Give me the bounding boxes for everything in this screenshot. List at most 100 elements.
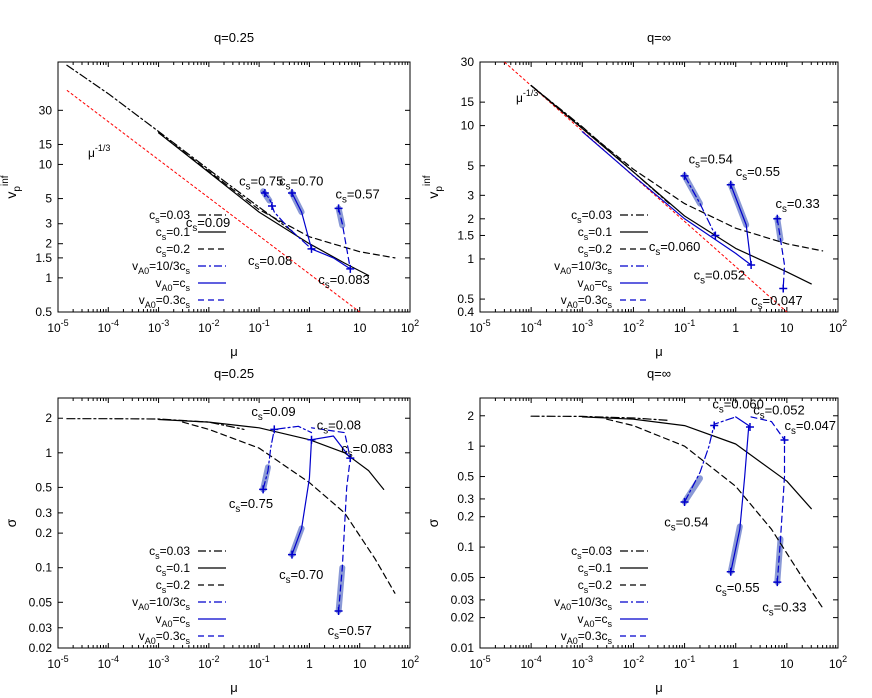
y-tick-label: 0.4: [457, 305, 474, 319]
chart-title: q=∞: [647, 366, 671, 381]
x-tick-label: 1: [732, 657, 739, 671]
x-tick-label: 10: [353, 657, 367, 671]
y-tick-label: 0.5: [35, 480, 52, 494]
x-axis-label: μ: [230, 344, 238, 359]
series-line: [182, 421, 396, 594]
y-tick-label: 15: [39, 137, 53, 151]
y-axis-label-text: σ: [425, 518, 441, 527]
y-tick-label: 2: [45, 237, 52, 251]
series-line: [776, 218, 786, 290]
series-line: [530, 84, 812, 285]
annotation-label: cs=0.09: [251, 404, 295, 423]
legend-entry-label: cs=0.2: [156, 578, 191, 595]
data-layer: [504, 62, 824, 312]
y-tick-label: 0.1: [35, 561, 52, 575]
legend-entry-label: cs=0.03: [149, 208, 190, 225]
y-tick-label: 5: [45, 192, 52, 206]
x-tick-label: 10-1: [248, 318, 269, 335]
plot-frame: [479, 397, 839, 649]
legend: cs=0.03cs=0.1cs=0.2vA0=10/3csvA0=csvA0=0…: [554, 208, 648, 310]
chart-title: q=∞: [647, 30, 671, 45]
x-tick-label: 102: [829, 654, 847, 671]
y-tick-label: 10: [461, 119, 475, 133]
x-tick-label: 1: [306, 321, 313, 335]
x-tick-label: 10-2: [198, 318, 219, 335]
y-tick-label: 0.2: [35, 526, 52, 540]
y-tick-label: 1: [45, 271, 52, 285]
x-tick-label: 10-3: [148, 318, 169, 335]
plot-frame: [57, 61, 411, 313]
x-tick-label: 10-4: [98, 318, 119, 335]
point-marker: [334, 204, 343, 213]
point-marker: [680, 497, 689, 506]
annotation-label: cs=0.70: [279, 567, 323, 586]
legend-entry-label: cs=0.1: [156, 225, 191, 242]
legend-entry-label: vA0=10/3cs: [554, 595, 612, 612]
annotation-label: cs=0.57: [328, 623, 372, 642]
x-tick-label: 102: [401, 318, 419, 335]
legend-entry-label: vA0=0.3cs: [561, 293, 613, 310]
reference-line-label: μ-1/3: [88, 143, 110, 160]
legend-entry-label: cs=0.2: [156, 242, 191, 259]
y-axis-label: σ: [3, 518, 19, 527]
y-tick-label: 0.05: [451, 570, 475, 584]
legend-entry-label: cs=0.2: [578, 578, 613, 595]
y-tick-label: 0.1: [457, 540, 474, 554]
series-line: [530, 415, 670, 421]
annotation-label: cs=0.060: [649, 239, 701, 258]
legend-entry-label: cs=0.2: [578, 242, 613, 259]
x-tick-label: 10: [353, 321, 367, 335]
x-tick-label: 10: [780, 321, 794, 335]
y-tick-label: 1: [45, 446, 52, 460]
y-tick-label: 1.5: [35, 251, 52, 265]
y-axis-label-text: vpinf: [0, 175, 23, 198]
x-tick-label: 1: [306, 657, 313, 671]
point-marker: [270, 425, 279, 434]
legend-entry-label: cs=0.1: [578, 225, 613, 242]
annotation-label: cs=0.55: [715, 580, 759, 599]
annotation-label: cs=0.047: [751, 293, 803, 312]
x-tick-label: 10: [780, 657, 794, 671]
y-axis-label-text: vpinf: [422, 175, 445, 198]
point-marker: [346, 454, 355, 463]
legend-entry-label: vA0=cs: [577, 612, 612, 629]
x-tick-label: 10-3: [148, 654, 169, 671]
x-tick-label: 102: [829, 318, 847, 335]
annotation-label: cs=0.052: [694, 268, 746, 287]
legend-entry-label: cs=0.1: [156, 561, 191, 578]
annotation-label: cs=0.33: [762, 599, 806, 618]
point-marker: [307, 435, 316, 444]
annotation-label: cs=0.57: [336, 187, 380, 206]
annotation-label: cs=0.060: [712, 397, 764, 416]
legend-entry-label: vA0=cs: [155, 276, 190, 293]
y-tick-label: 1: [467, 439, 474, 453]
y-tick-label: 30: [39, 103, 53, 117]
point-marker: [711, 231, 720, 240]
y-tick-label: 10: [39, 157, 53, 171]
series-line: [66, 418, 245, 430]
x-tick-label: 10-4: [98, 654, 119, 671]
x-tick-label: 10-5: [469, 318, 490, 335]
y-axis-label: vpinf: [0, 175, 23, 198]
series-line: [683, 416, 737, 503]
legend-entry-label: vA0=0.3cs: [139, 293, 191, 310]
point-marker: [779, 284, 788, 293]
point-marker: [773, 214, 782, 223]
annotation-label: cs=0.54: [689, 151, 733, 170]
x-tick-label: 10-5: [47, 318, 68, 335]
x-tick-label: 10-2: [623, 654, 644, 671]
annotation-label: cs=0.75: [239, 174, 283, 193]
annotation-label: cs=0.047: [785, 418, 837, 437]
annotation-label: cs=0.08: [248, 253, 292, 272]
point-marker: [726, 180, 735, 189]
series-line: [606, 418, 824, 609]
series-line: [683, 175, 717, 237]
y-tick-label: 30: [461, 55, 475, 69]
chart-title: q=0.25: [214, 30, 254, 45]
legend: cs=0.03cs=0.1cs=0.2vA0=10/3csvA0=csvA0=0…: [132, 544, 226, 646]
legend-entry-label: cs=0.1: [578, 561, 613, 578]
y-tick-label: 0.03: [451, 593, 475, 607]
legend: cs=0.03cs=0.1cs=0.2vA0=10/3csvA0=csvA0=0…: [132, 208, 226, 310]
series-line: [730, 416, 750, 573]
